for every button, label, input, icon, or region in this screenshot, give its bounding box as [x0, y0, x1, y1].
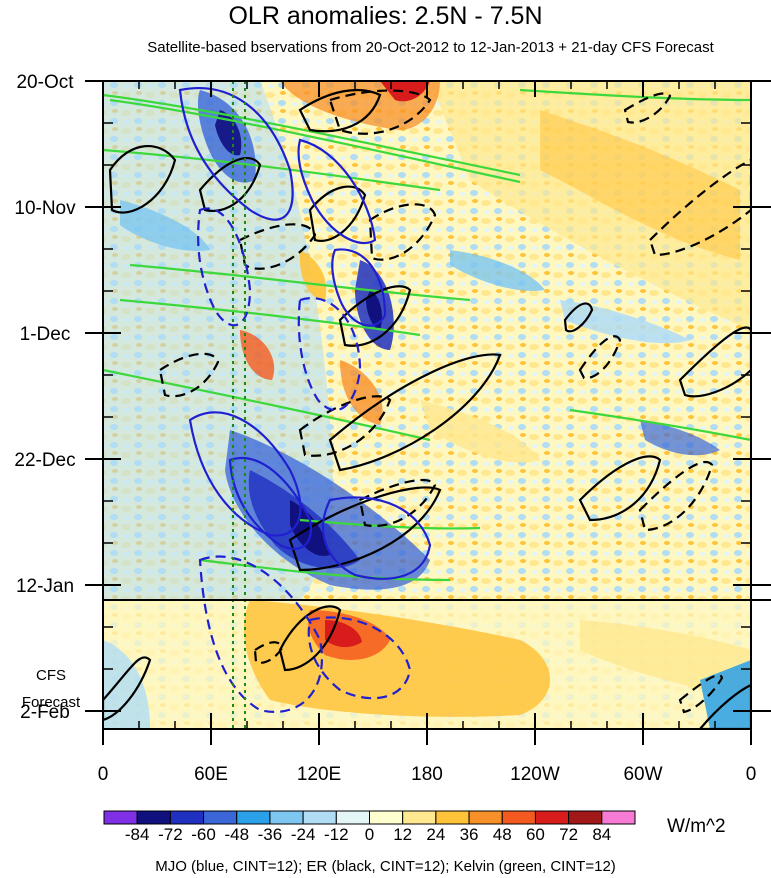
olr-anomaly-field — [103, 81, 751, 729]
colorbar-swatch — [136, 810, 171, 825]
colorbar-swatch — [103, 810, 138, 825]
colorbar-swatch — [501, 810, 536, 825]
y-tick-label: 2-Feb — [20, 702, 70, 723]
colorbar-swatch — [601, 810, 636, 825]
colorbar-swatch — [269, 810, 304, 825]
colorbar-label: -36 — [258, 825, 283, 844]
colorbar-swatch — [203, 810, 238, 825]
colorbar-label: 84 — [592, 825, 611, 844]
y-tick-label: 12-Jan — [16, 576, 74, 597]
caption: MJO (blue, CINT=12); ER (black, CINT=12)… — [155, 858, 616, 875]
colorbar-label: 72 — [559, 825, 578, 844]
y-tick-label: 22-Dec — [14, 450, 75, 471]
y-tick-label: 20-Oct — [16, 72, 74, 93]
colorbar-label: -60 — [191, 825, 216, 844]
x-tick-label: 60W — [623, 764, 662, 785]
colorbar-swatch — [468, 810, 503, 825]
chart-title: OLR anomalies: 2.5N - 7.5N — [228, 2, 543, 30]
x-tick-label: 0 — [98, 764, 109, 785]
colorbar-label: 36 — [460, 825, 479, 844]
colorbar-swatch — [534, 810, 570, 825]
colorbar-label: -12 — [324, 825, 349, 844]
colorbar-label: -84 — [125, 825, 150, 844]
y-tick-label: 10-Nov — [14, 198, 76, 219]
cfs-label: CFS — [36, 667, 66, 684]
colorbar-swatch — [435, 810, 470, 825]
colorbar-swatch — [236, 810, 271, 825]
wave-contours — [103, 81, 751, 729]
x-tick-label: 180 — [411, 764, 443, 785]
x-tick-label: 60E — [194, 764, 228, 785]
mjo-contours — [178, 87, 432, 713]
y-tick-label: 1-Dec — [20, 324, 71, 345]
colorbar-label: 0 — [365, 825, 374, 844]
colorbar-swatch — [169, 810, 205, 825]
colorbar-swatch — [302, 810, 337, 825]
kelvin-contours — [103, 88, 751, 582]
colorbar-label: 48 — [493, 825, 512, 844]
x-tick-label: 120W — [510, 764, 560, 785]
colorbar-label: -48 — [224, 825, 249, 844]
x-tick-label: 0 — [746, 764, 757, 785]
colorbar: -84 -72 -60 -48 -36 -24 -12 0 12 24 36 48 60 72 84 — [103, 810, 636, 844]
colorbar-swatch — [335, 810, 370, 825]
colorbar-swatch — [568, 810, 603, 825]
units-label: W/m^2 — [667, 816, 726, 837]
x-axis: 0 60E 120E 180 120W 60W 0 — [98, 81, 757, 785]
colorbar-swatch — [369, 810, 404, 825]
y-axis: 20-Oct 10-Nov 1-Dec 22-Dec 12-Jan 2-Feb — [14, 72, 771, 723]
colorbar-swatch — [402, 810, 437, 825]
colorbar-label: 24 — [426, 825, 445, 844]
colorbar-label: 12 — [393, 825, 412, 844]
er-contours — [103, 88, 751, 729]
colorbar-label: -72 — [158, 825, 183, 844]
forecast-label: Forecast — [22, 694, 81, 711]
x-tick-label: 120E — [297, 764, 341, 785]
chart-subtitle: Satellite-based bservations from 20-Oct-… — [147, 39, 714, 56]
colorbar-label: 60 — [526, 825, 545, 844]
colorbar-label: -24 — [291, 825, 316, 844]
